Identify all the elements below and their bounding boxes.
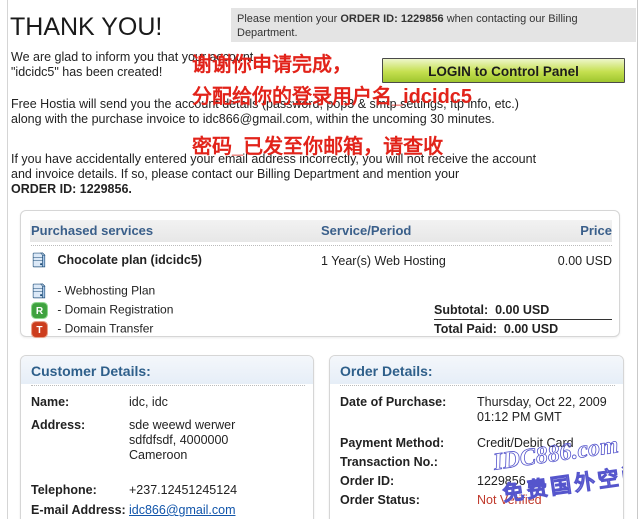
- svg-text:T: T: [36, 325, 43, 336]
- svg-text:R: R: [36, 306, 44, 317]
